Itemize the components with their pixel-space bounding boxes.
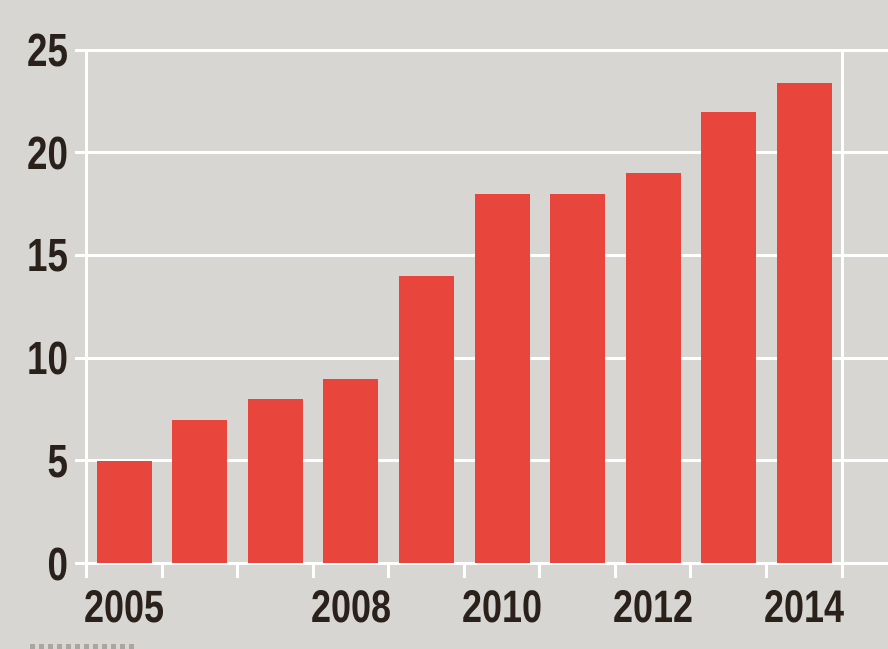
x-axis-tick xyxy=(160,564,164,578)
x-axis-tick xyxy=(538,564,542,578)
x-tick-label-2010: 2010 xyxy=(461,581,543,632)
bar-2010 xyxy=(474,193,530,564)
bar-2014 xyxy=(776,82,832,564)
y-tick-label-0: 0 xyxy=(47,537,68,590)
x-tick-label-2014: 2014 xyxy=(764,581,845,632)
x-axis-tick xyxy=(613,564,617,578)
y-tick-label-15: 15 xyxy=(27,229,68,282)
cutoff-text-fragment xyxy=(30,644,134,649)
x-tick-label-2005: 2005 xyxy=(84,581,165,632)
bar-2005 xyxy=(96,460,152,564)
bar-2011 xyxy=(550,193,606,564)
x-axis-tick xyxy=(764,564,768,578)
gridline-0 xyxy=(75,562,888,565)
x-axis-tick xyxy=(311,564,315,578)
gridline-20 xyxy=(75,151,888,155)
x-axis-tick xyxy=(387,564,391,578)
y-tick-label-25: 25 xyxy=(27,24,68,76)
x-tick-label-2012: 2012 xyxy=(613,581,694,632)
bar-2007 xyxy=(247,399,303,564)
y-tick-label-10: 10 xyxy=(27,332,68,385)
bar-2012 xyxy=(625,173,681,564)
y-axis-line xyxy=(85,50,88,578)
x-axis-tick xyxy=(236,564,240,578)
bar-2009 xyxy=(398,275,454,564)
y-tick-label-20: 20 xyxy=(27,126,68,179)
bar-2008 xyxy=(323,378,379,564)
bar-2006 xyxy=(172,419,228,564)
gridline-25 xyxy=(75,48,888,52)
x-axis-tick xyxy=(462,564,466,578)
right-boundary-line xyxy=(840,50,844,578)
bar-2013 xyxy=(701,111,757,564)
x-tick-label-2008: 2008 xyxy=(310,581,391,632)
x-axis-tick xyxy=(689,564,693,578)
y-tick-label-5: 5 xyxy=(47,434,68,487)
